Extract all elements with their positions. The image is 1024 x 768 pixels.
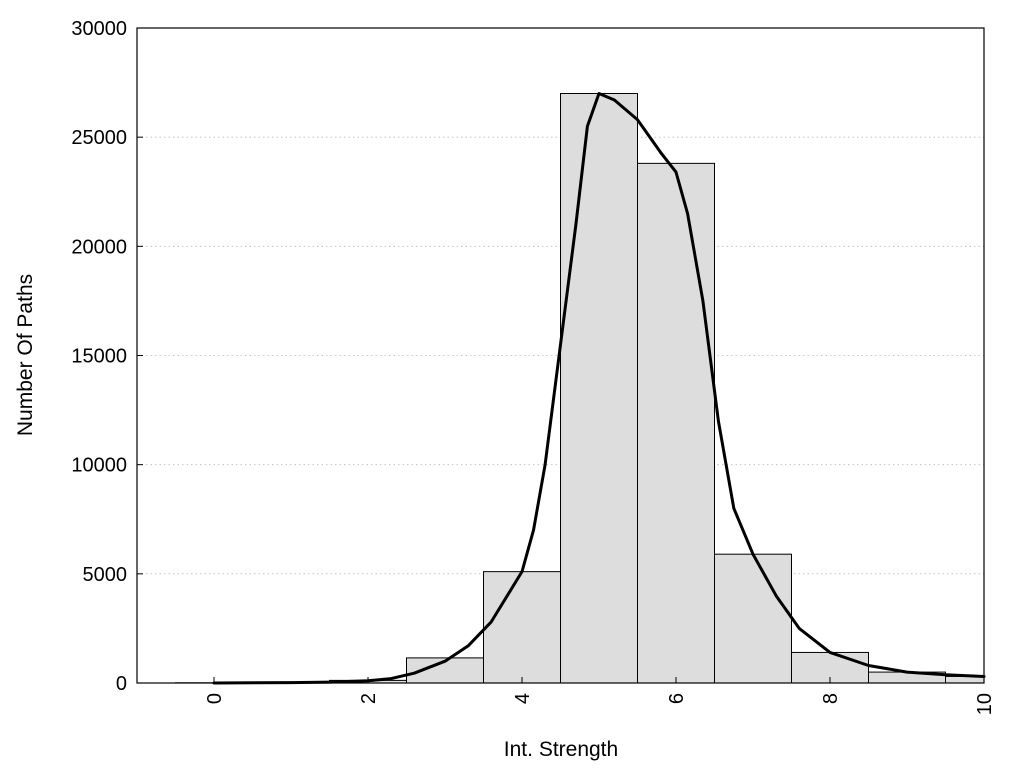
bar [483,571,561,684]
y-tick-label: 0 [116,673,127,695]
x-tick-label: 10 [974,693,996,715]
x-tick-label: 4 [512,693,534,704]
bar [637,162,715,684]
y-tick-label: 25000 [71,127,127,149]
y-tick-label: 5000 [83,564,128,586]
x-tick-label: 6 [666,693,688,704]
y-tick-label: 20000 [71,236,127,258]
x-tick-label: 0 [204,693,226,704]
y-axis-ticks: 0 5000 10000 15000 20000 25000 30000 [71,18,143,695]
fit-curve [212,92,986,685]
x-axis-ticks: 0 2 4 6 8 10 [204,677,996,715]
bar [714,553,792,684]
x-tick-label: 8 [820,693,842,704]
bars [175,93,985,684]
y-tick-label: 15000 [71,346,127,368]
x-tick-label: 2 [358,693,380,704]
y-tick-label: 30000 [71,18,127,40]
bar [560,93,638,684]
y-tick-label: 10000 [71,455,127,477]
x-axis-title: Int. Strength [504,738,618,761]
fit-curve-line [212,92,986,685]
y-axis-title: Number Of Paths [14,274,37,436]
